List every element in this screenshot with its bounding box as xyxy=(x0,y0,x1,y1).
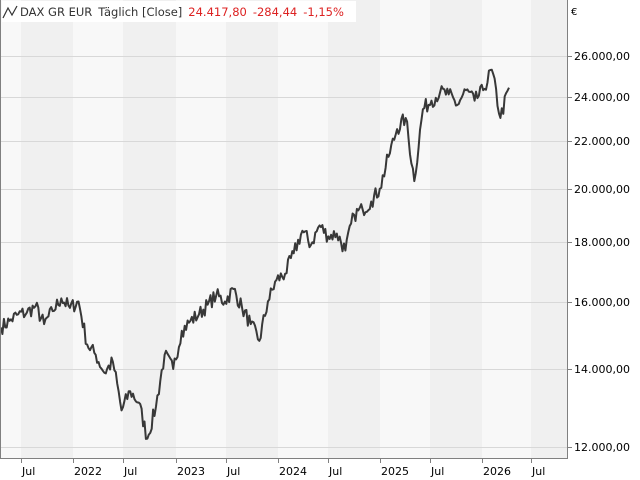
instrument-name: DAX GR EUR xyxy=(20,4,93,19)
svg-text:12.000,00: 12.000,00 xyxy=(574,441,630,454)
svg-text:2023: 2023 xyxy=(177,465,205,478)
change-percent: -1,15% xyxy=(303,4,344,19)
svg-text:16.000,00: 16.000,00 xyxy=(574,296,630,309)
svg-text:24.000,00: 24.000,00 xyxy=(574,91,630,104)
time-bands xyxy=(21,0,567,458)
y-axis-ticks: 26.000,00 24.000,00 22.000,00 20.000,00 18.0… xyxy=(568,50,630,454)
svg-text:Jul: Jul xyxy=(21,465,35,478)
last-value: 24.417,80 xyxy=(188,4,247,19)
svg-text:Jul: Jul xyxy=(531,465,545,478)
svg-text:Jul: Jul xyxy=(226,465,240,478)
svg-text:14.000,00: 14.000,00 xyxy=(574,363,630,376)
grid-lines xyxy=(0,56,567,448)
svg-text:2025: 2025 xyxy=(381,465,409,478)
svg-text:2022: 2022 xyxy=(74,465,102,478)
svg-text:2026: 2026 xyxy=(483,465,511,478)
svg-text:2024: 2024 xyxy=(279,465,307,478)
svg-text:22.000,00: 22.000,00 xyxy=(574,135,630,148)
svg-text:18.000,00: 18.000,00 xyxy=(574,236,630,249)
svg-text:26.000,00: 26.000,00 xyxy=(574,50,630,63)
line-chart-icon xyxy=(2,5,18,18)
change-absolute: -284,44 xyxy=(252,4,298,19)
svg-text:Jul: Jul xyxy=(328,465,342,478)
interval-label: Täglich [Close] xyxy=(98,4,183,19)
x-axis-ticks: Jul 2022 Jul 2023 Jul 2024 Jul 2025 Jul 2026 Jul xyxy=(21,459,545,478)
svg-text:20.000,00: 20.000,00 xyxy=(574,183,630,196)
svg-text:Jul: Jul xyxy=(430,465,444,478)
svg-text:Jul: Jul xyxy=(123,465,137,478)
price-line xyxy=(0,68,510,440)
chart-legend: DAX GR EUR Täglich [Close] 24.417,80 -28… xyxy=(2,1,356,22)
currency-label: € xyxy=(571,7,577,18)
